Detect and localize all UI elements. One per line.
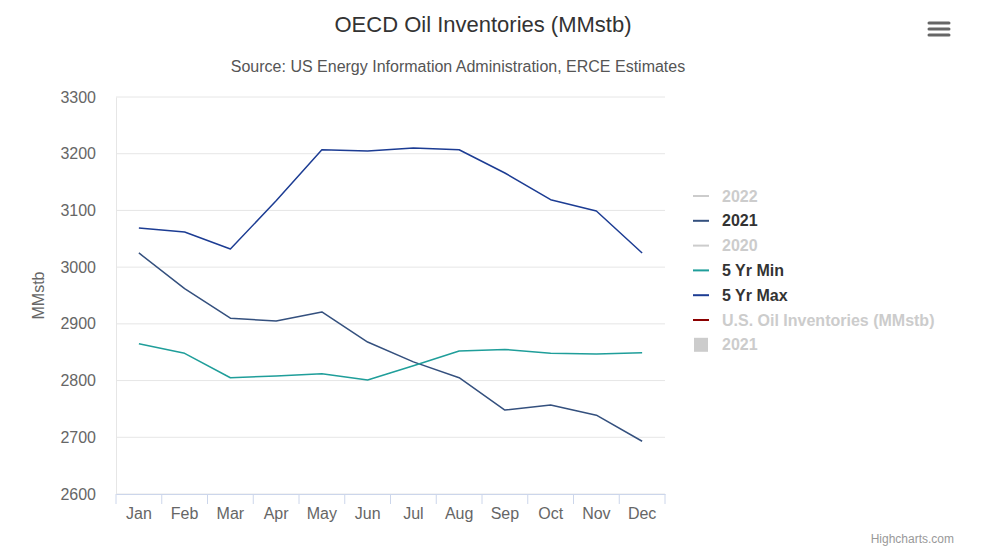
- legend-symbol[interactable]: [693, 220, 709, 222]
- x-tick: Jan: [126, 494, 152, 522]
- x-divider: [299, 494, 300, 504]
- x-tick: Oct: [538, 494, 563, 522]
- y-tick-label: 2800: [60, 372, 96, 389]
- legend-symbol[interactable]: [693, 294, 709, 296]
- y-tick: 2900: [60, 315, 116, 332]
- x-divider: [665, 494, 666, 504]
- menu-bar[interactable]: [929, 22, 949, 25]
- legend-symbol[interactable]: [693, 319, 709, 321]
- y-tick-label: 3100: [60, 202, 96, 219]
- y-tick-label: 3200: [60, 145, 96, 162]
- x-tick-label: Jun: [355, 505, 381, 522]
- y-tick: 2800: [60, 372, 116, 389]
- y-tick: 3300: [60, 89, 116, 106]
- x-tick: Apr: [264, 494, 290, 522]
- grid-line: [116, 323, 665, 324]
- x-tick: Aug: [445, 494, 473, 522]
- y-tick-label: 2600: [60, 486, 96, 503]
- x-divider: [116, 494, 117, 504]
- x-divider: [573, 494, 574, 504]
- x-tick-label: May: [307, 505, 337, 522]
- x-divider: [482, 494, 483, 504]
- y-tick-label: 2900: [60, 315, 96, 332]
- y-axis-line: [116, 98, 117, 495]
- x-tick-label: Jan: [126, 505, 152, 522]
- x-tick: May: [307, 494, 337, 522]
- x-tick: Dec: [628, 494, 656, 522]
- y-tick-label: 3000: [60, 259, 96, 276]
- x-tick-label: Aug: [445, 505, 473, 522]
- legend-label[interactable]: 2021: [722, 336, 758, 353]
- y-tick: 2600: [60, 486, 116, 503]
- legend: 2022 2021 2020 5 Yr Min 5 Yr Max U.S. Oil Inv…: [693, 188, 934, 354]
- x-tick-label: Mar: [217, 505, 245, 522]
- legend-symbol[interactable]: [693, 269, 709, 271]
- grid-line: [116, 153, 665, 154]
- legend-item[interactable]: 2020: [693, 237, 758, 254]
- plot-area: [139, 148, 642, 441]
- grid-line: [116, 210, 665, 211]
- legend-label[interactable]: 5 Yr Min: [722, 262, 784, 279]
- legend-item[interactable]: U.S. Oil Inventories (MMstb): [693, 312, 934, 329]
- x-divider: [619, 494, 620, 504]
- legend-item[interactable]: 5 Yr Min: [693, 262, 784, 279]
- x-tick: Feb: [171, 494, 199, 522]
- x-tick: Jun: [355, 494, 381, 522]
- x-tick: Sep: [491, 494, 520, 522]
- x-tick-label: Nov: [582, 505, 610, 522]
- series-line[interactable]: [139, 148, 642, 253]
- legend-label[interactable]: 2020: [722, 237, 758, 254]
- x-tick-label: Apr: [264, 505, 290, 522]
- y-tick: 3200: [60, 145, 116, 162]
- x-divider: [527, 494, 528, 504]
- x-axis: Jan Feb Mar Apr May Jun Jul Aug Sep Oct Nov Dec: [116, 494, 666, 522]
- x-divider: [390, 494, 391, 504]
- x-tick-label: Feb: [171, 505, 199, 522]
- y-tick-label: 2700: [60, 429, 96, 446]
- legend-item[interactable]: 2021: [694, 336, 758, 353]
- y-tick: 3100: [60, 202, 116, 219]
- x-tick-label: Dec: [628, 505, 656, 522]
- x-divider: [161, 494, 162, 504]
- y-tick-label: 3300: [60, 89, 96, 106]
- x-tick: Jul: [403, 494, 423, 522]
- grid-line: [116, 437, 665, 438]
- x-tick-label: Sep: [491, 505, 520, 522]
- subtitle: Source: US Energy Information Administra…: [231, 58, 685, 75]
- y-axis-title: MMstb: [30, 271, 47, 319]
- legend-label[interactable]: 2021: [722, 212, 758, 229]
- series-line[interactable]: [139, 344, 642, 380]
- chart: OECD Oil Inventories (MMstb) Source: US E…: [0, 0, 994, 553]
- legend-label[interactable]: 2022: [722, 188, 758, 205]
- legend-item[interactable]: 5 Yr Max: [693, 287, 788, 304]
- x-tick: Nov: [582, 494, 610, 522]
- grid: [116, 97, 665, 494]
- menu-button[interactable]: [929, 23, 949, 35]
- series-line[interactable]: [139, 253, 642, 441]
- x-divider: [253, 494, 254, 504]
- grid-line: [116, 380, 665, 381]
- y-axis: 2600 2700 2800 2900 3000 3100 3200 3300: [60, 89, 116, 503]
- legend-label[interactable]: U.S. Oil Inventories (MMstb): [722, 312, 934, 329]
- legend-symbol[interactable]: [693, 195, 709, 197]
- x-tick: Mar: [217, 494, 245, 522]
- y-tick: 2700: [60, 429, 116, 446]
- title: OECD Oil Inventories (MMstb): [334, 12, 631, 37]
- grid-line: [116, 267, 665, 268]
- x-divider: [344, 494, 345, 504]
- x-divider: [436, 494, 437, 504]
- legend-label[interactable]: 5 Yr Max: [722, 287, 788, 304]
- x-tick-label: Jul: [403, 505, 423, 522]
- legend-symbol[interactable]: [694, 338, 708, 352]
- menu-bar[interactable]: [929, 28, 949, 31]
- x-tick-label: Oct: [538, 505, 563, 522]
- grid-line: [116, 97, 665, 98]
- y-tick: 3000: [60, 259, 116, 276]
- menu-bar[interactable]: [929, 34, 949, 37]
- legend-item[interactable]: 2022: [693, 188, 758, 205]
- legend-symbol[interactable]: [693, 245, 709, 247]
- legend-item[interactable]: 2021: [693, 212, 758, 229]
- credits[interactable]: Highcharts.com: [871, 532, 954, 546]
- x-divider: [207, 494, 208, 504]
